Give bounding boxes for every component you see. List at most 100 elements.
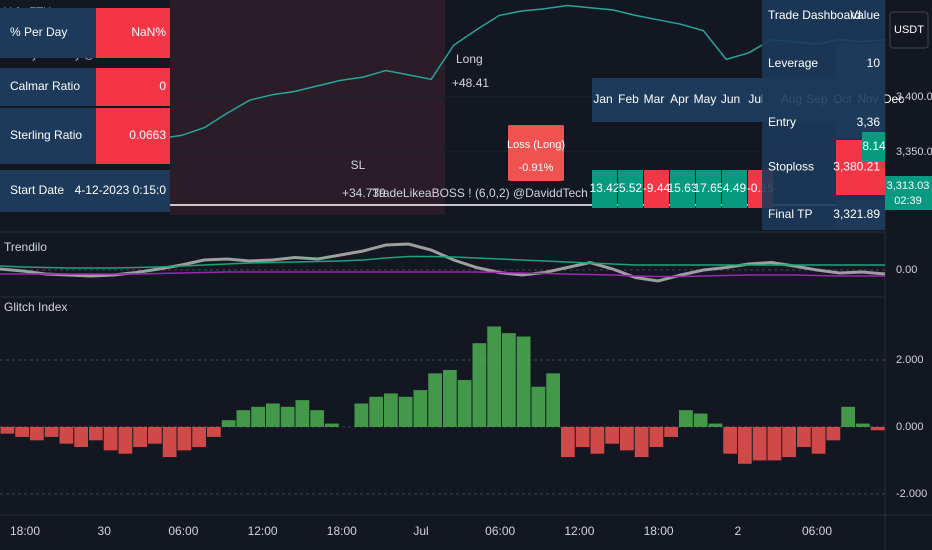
month-label: Jul [748,92,763,106]
histogram-bar [207,426,221,437]
trade-zone [170,0,445,215]
return-value: 17.65 [693,181,723,195]
pane-title: Glitch Index [4,300,67,314]
stats-label: Start Date [10,183,64,197]
histogram-bar [620,426,634,451]
return-cell [722,170,747,208]
x-tick-label: Jul [413,524,428,538]
table-cell [0,170,96,212]
histogram-bar [295,400,310,427]
histogram-bar [280,406,295,427]
histogram-bar [561,426,575,458]
countdown: 02:39 [894,195,922,207]
price-box [885,176,932,210]
x-tick-label: 18:00 [10,524,40,538]
month-label: Dec [883,92,904,106]
histogram-bar [738,426,752,464]
histogram-bar [767,426,782,461]
histogram-bar [177,426,192,451]
histogram-bar [797,426,811,448]
histogram-bar [826,426,841,441]
histogram-bar [0,426,15,434]
x-tick-label: 18:00 [644,524,674,538]
histogram-bar [634,426,649,458]
stats-label: Sterling Ratio [10,128,82,142]
histogram-bar [398,396,413,427]
histogram-bar [103,426,118,451]
last-price: 3,313.03 [887,180,930,192]
y-tick-label: 3,400.00 [896,91,932,103]
dashboard-label: Stoploss [768,160,814,174]
currency-box [889,11,929,49]
stats-label: Calmar Ratio [10,79,80,93]
histogram-bar [649,426,664,448]
histogram-bar [59,426,74,444]
histogram-bar [546,373,560,427]
histogram-bar [723,426,737,454]
y-tick-label: 0.00 [896,264,917,276]
histogram-bar [841,406,855,427]
pane-title: Trendilo [4,240,47,254]
histogram-bar [74,426,88,448]
histogram-bar [369,396,383,427]
loss-box [508,125,564,181]
histogram-bar [752,426,767,461]
loss-pct: -0.91% [519,162,554,174]
x-tick-label: 18:00 [327,524,357,538]
histogram-bar [870,426,885,431]
y-tick-label: 2.000 [896,354,924,366]
histogram-bar [516,336,531,427]
histogram-bar [266,403,280,427]
return-value: 15.63 [667,181,697,195]
histogram-bar [856,423,870,427]
dashboard-label: Leverage [768,56,818,70]
histogram-bar [443,369,457,427]
x-tick-label: 06:00 [802,524,832,538]
series-line [0,271,885,278]
histogram-bar [251,406,265,427]
histogram-bar [148,426,162,444]
x-tick-label: 12:00 [248,524,278,538]
histogram-bar [679,410,693,427]
dashboard-value: 3,380.21 [833,160,880,174]
x-tick-label: 2 [734,524,741,538]
trade-label: SL [351,158,366,172]
stats-value: 0 [159,79,166,93]
histogram-bar [162,426,177,458]
histogram-bar [487,326,501,427]
histogram-bar [472,343,487,427]
histogram-bar [590,426,605,454]
histogram-bar [575,426,590,448]
histogram-bar [44,426,59,437]
strategy-label: TradeLikeaBOSS ! (6,0,2) @DaviddTech [372,186,588,200]
histogram-bar [664,426,678,437]
histogram-bar [354,403,369,427]
histogram-bar [384,393,398,427]
histogram-bar [502,333,516,427]
stats-value: 4-12-2023 0:15:0 [75,183,167,197]
trade-label: +34.739 [342,186,386,200]
dashboard-value: 3,36 [857,115,881,129]
loss-title: Loss (Long) [507,139,565,151]
dashboard-label: Entry [768,115,796,129]
stats-label: % Per Day [10,25,67,39]
return-cell [670,170,695,208]
return-cell [696,170,721,208]
histogram-bar [693,413,708,427]
dashboard-header: Value [850,8,880,22]
return-value: 4.49 [723,181,747,195]
x-tick-label: 30 [98,524,112,538]
series-line [0,255,885,269]
table-cell [0,68,96,106]
histogram-bar [457,380,472,427]
table-cell [0,8,96,58]
return-value: -9.44 [643,181,671,195]
trade-label: Long [456,52,483,66]
histogram-bar [89,426,103,441]
histogram-bar [531,386,546,427]
dashboard-cell [836,200,885,230]
stats-value: 0.0663 [129,128,166,142]
month-label: Jun [721,92,740,106]
month-label: Mar [644,92,665,106]
stats-value: NaN% [131,25,166,39]
